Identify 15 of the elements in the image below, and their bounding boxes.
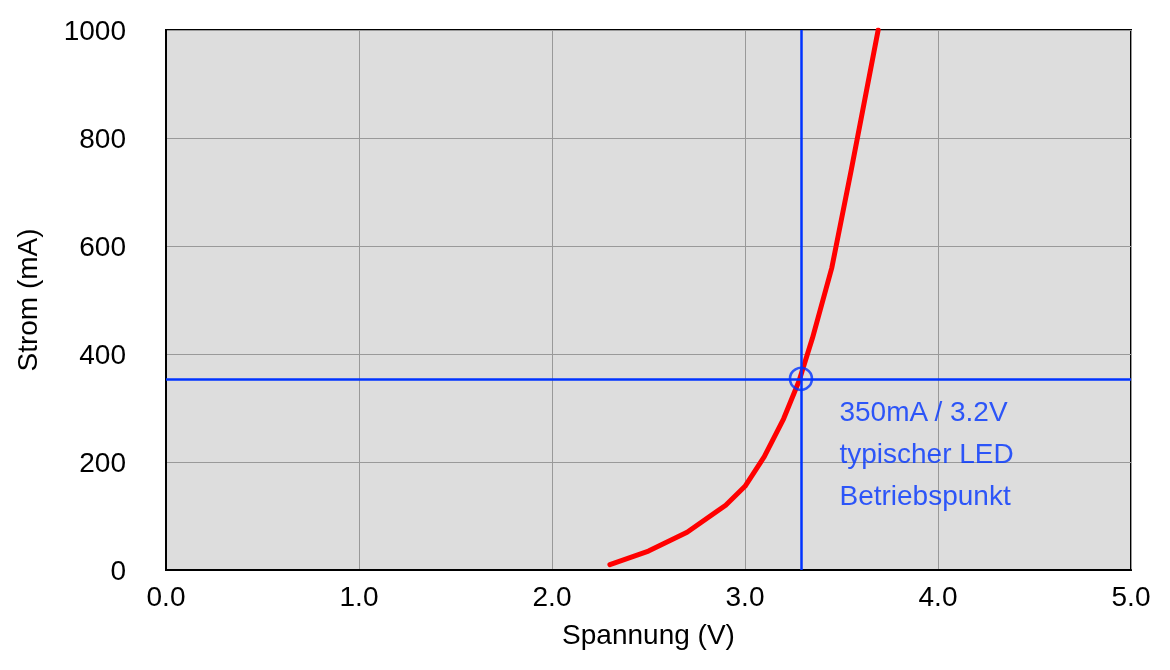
y-axis-title: Strom (mA) — [11, 228, 43, 372]
x-tick-label: 1.0 — [339, 580, 379, 612]
x-tick-label: 5.0 — [1111, 580, 1151, 612]
y-tick-label: 600 — [79, 230, 126, 262]
y-tick-label: 400 — [79, 338, 126, 370]
annotation: 350mA / 3.2V typischer LED Betriebspunkt — [839, 396, 1014, 512]
y-tick-label: 1000 — [63, 14, 126, 46]
y-tick-label: 800 — [79, 122, 126, 154]
y-tick-label: 200 — [79, 446, 126, 478]
x-axis-title: Spannung (V) — [562, 618, 735, 650]
x-tick-label: 2.0 — [532, 580, 572, 612]
x-tick-label: 0.0 — [146, 580, 186, 612]
x-tick-label: 4.0 — [918, 580, 958, 612]
x-tick-label: 3.0 — [725, 580, 765, 612]
y-tick-label: 0 — [110, 554, 126, 586]
